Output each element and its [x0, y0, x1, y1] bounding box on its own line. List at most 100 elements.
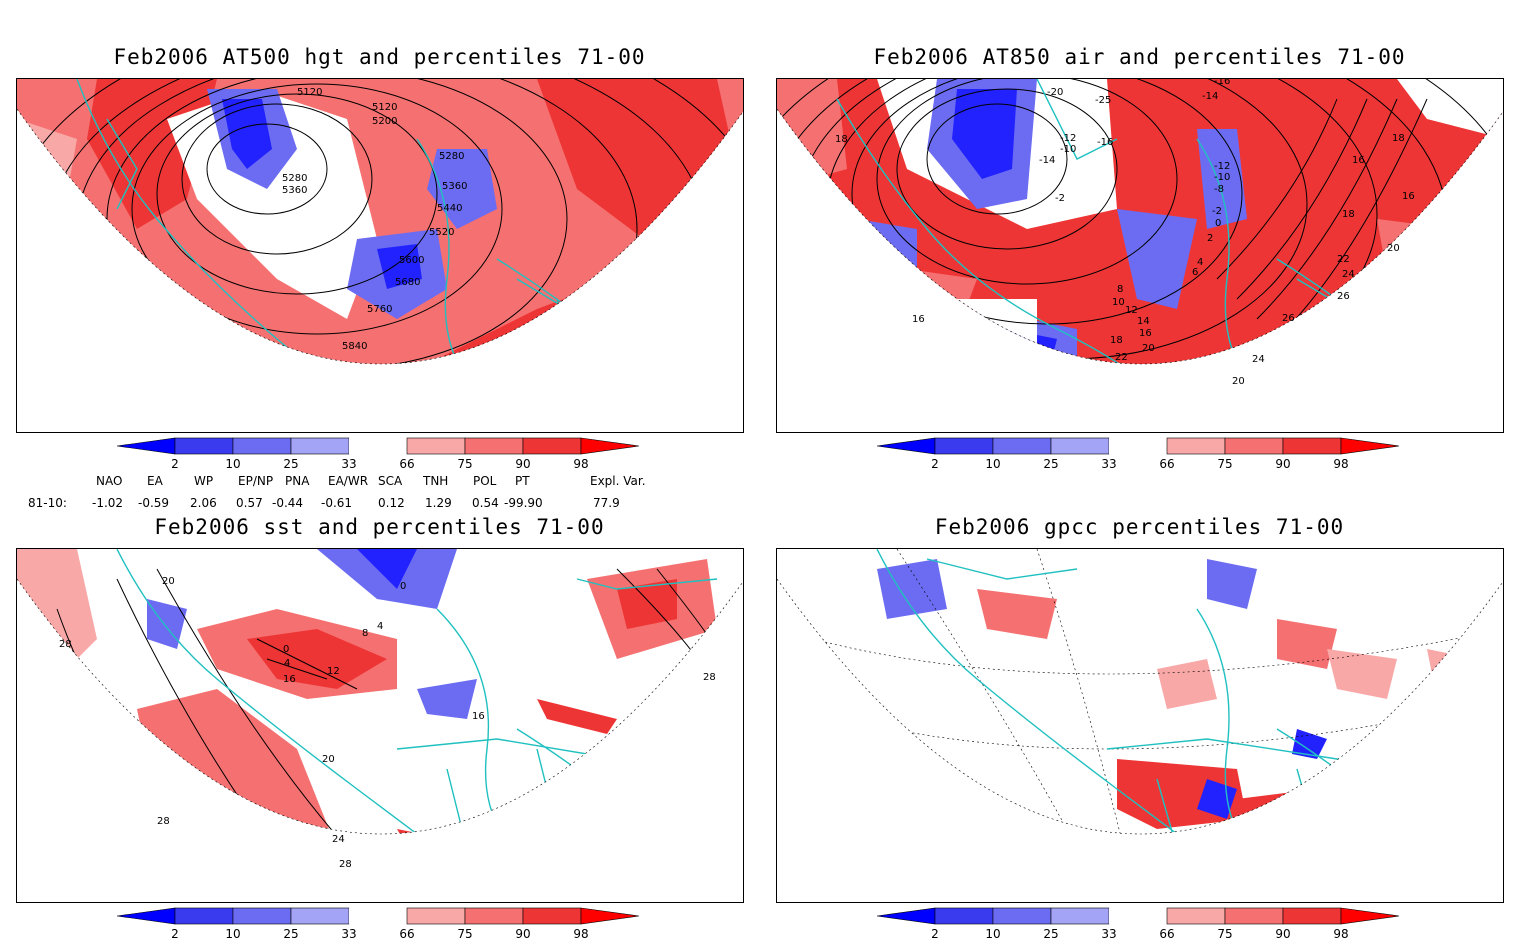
colorbar-tick-label: 90: [1275, 927, 1290, 941]
colorbar-tick-label: 25: [283, 457, 298, 471]
colorbar-segment: [1282, 437, 1342, 455]
colorbar-tick-label: 2: [931, 457, 939, 471]
contour-label: 20: [322, 754, 335, 765]
colorbar-top-right: 2 10 25 33 66 75 90 98: [876, 437, 1402, 478]
contour-label: 18: [1392, 133, 1405, 144]
header-ea: EA: [147, 474, 163, 488]
contour-label: 2: [1207, 233, 1213, 244]
colorbar-arrow-left: [876, 907, 936, 925]
colorbar-tick-label: 98: [573, 927, 588, 941]
header-epnp: EP/NP: [238, 474, 274, 488]
header-nao: NAO: [96, 474, 123, 488]
contour-label: 26: [1337, 291, 1350, 302]
colorbar-segment: [1050, 437, 1110, 455]
contour-label: 5120: [297, 87, 322, 98]
colorbar-tick-label: 33: [1101, 927, 1116, 941]
colorbar-arrow-left: [876, 437, 936, 455]
colorbar-segment: [992, 437, 1052, 455]
map-panel-sst: 20 28 0 4 16 12 8 4 0 28 16 20 24 28 28: [16, 548, 744, 903]
colorbar-tick-label: 2: [171, 457, 179, 471]
contour-label: 0: [1215, 218, 1221, 229]
contour-label: 22: [1337, 254, 1350, 265]
colorbar-tick-label: 25: [1043, 457, 1058, 471]
colorbar-segment: [406, 437, 466, 455]
colorbar-tick-label: 25: [283, 927, 298, 941]
contour-label: 5360: [442, 181, 467, 192]
contour-label: -2: [1055, 193, 1065, 204]
colorbar-bottom-right: 2 10 25 33 66 75 90 98: [876, 907, 1402, 948]
colorbar-segment: [1282, 907, 1342, 925]
colorbar-arrow-left: [116, 907, 176, 925]
header-pol: POL: [473, 474, 497, 488]
value-eawr: -0.61: [321, 496, 353, 510]
contour-label: 0: [283, 644, 289, 655]
colorbar-segment: [174, 437, 234, 455]
contour-label: 20: [1232, 376, 1245, 387]
colorbar-tick-label: 33: [341, 927, 356, 941]
contour-label: 4: [1197, 257, 1203, 268]
contour-label: 18: [835, 134, 848, 145]
colorbar-segment: [349, 908, 407, 924]
contour-label: -10: [1060, 144, 1076, 155]
colorbar-segment: [232, 437, 292, 455]
colorbar-segment: [1109, 438, 1167, 454]
colorbar-segment: [1050, 907, 1110, 925]
colorbar-segment: [464, 437, 524, 455]
colorbar-arrow-left: [116, 437, 176, 455]
contour-label: -16: [1214, 79, 1230, 87]
colorbar-segment: [1109, 908, 1167, 924]
value-pt: -99.90: [504, 496, 543, 510]
colorbar-segment: [290, 437, 350, 455]
contour-label: 16: [1402, 191, 1415, 202]
sst-contour-labels: 20 28 0 4 16 12 8 4 0 28 16 20 24 28 28: [59, 576, 716, 870]
value-pol: 0.54: [472, 496, 499, 510]
header-eawr: EA/WR: [328, 474, 369, 488]
contour-label: 5840: [342, 341, 367, 352]
colorbar-arrow-right: [580, 437, 640, 455]
colorbar-bottom-left: 2 10 25 33 66 75 90 98: [116, 907, 642, 948]
contour-label: -8: [1214, 184, 1224, 195]
contour-label: 5680: [395, 277, 420, 288]
contour-label: -14: [1039, 155, 1055, 166]
contour-label: 5760: [367, 304, 392, 315]
contour-label: -20: [1047, 87, 1063, 98]
contour-label: 8: [1117, 284, 1123, 295]
contour-label: 28: [59, 639, 72, 650]
contour-label: 0: [400, 581, 406, 592]
value-sca: 0.12: [378, 496, 405, 510]
value-epnp: 0.57: [236, 496, 263, 510]
colorbar-tick-label: 2: [171, 927, 179, 941]
colorbar-tick-label: 25: [1043, 927, 1058, 941]
colorbar-segment: [934, 437, 994, 455]
map-panel-gpcc: [776, 548, 1504, 903]
header-pt: PT: [515, 474, 530, 488]
contour-label: -12: [1060, 133, 1076, 144]
colorbar-tick-label: 33: [1101, 457, 1116, 471]
colorbar-tick-label: 66: [399, 927, 414, 941]
contour-label: 20: [1142, 343, 1155, 354]
map-panel-air: -20 -25 -16 -14 -12 -10 -16 -14 -12 -10 …: [776, 78, 1504, 433]
contour-label: 24: [1342, 269, 1355, 280]
contour-label: 6: [1192, 267, 1198, 278]
colorbar-segment: [349, 438, 407, 454]
value-pna: -0.44: [272, 496, 304, 510]
colorbar-segment: [232, 907, 292, 925]
colorbar-tick-label: 75: [457, 927, 472, 941]
value-tnh: 1.29: [425, 496, 452, 510]
colorbar-arrow-right: [580, 907, 640, 925]
contour-label: -10: [1214, 172, 1230, 183]
colorbar-segment: [290, 907, 350, 925]
contour-label: 28: [157, 816, 170, 827]
colorbar-tick-label: 75: [457, 457, 472, 471]
colorbar-tick-label: 10: [985, 457, 1000, 471]
colorbar-segment: [1166, 437, 1226, 455]
contour-label: 12: [1125, 305, 1138, 316]
contour-label: 24: [1252, 354, 1265, 365]
hgt-contour-labels: 5120 5120 5200 5280 5280 5360 5360 5440 …: [282, 87, 467, 352]
header-sca: SCA: [378, 474, 403, 488]
contour-label: 5120: [372, 102, 397, 113]
contour-label: 5600: [399, 255, 424, 266]
value-wp: 2.06: [190, 496, 217, 510]
contour-label: 12: [327, 666, 340, 677]
colorbar-segment: [174, 907, 234, 925]
